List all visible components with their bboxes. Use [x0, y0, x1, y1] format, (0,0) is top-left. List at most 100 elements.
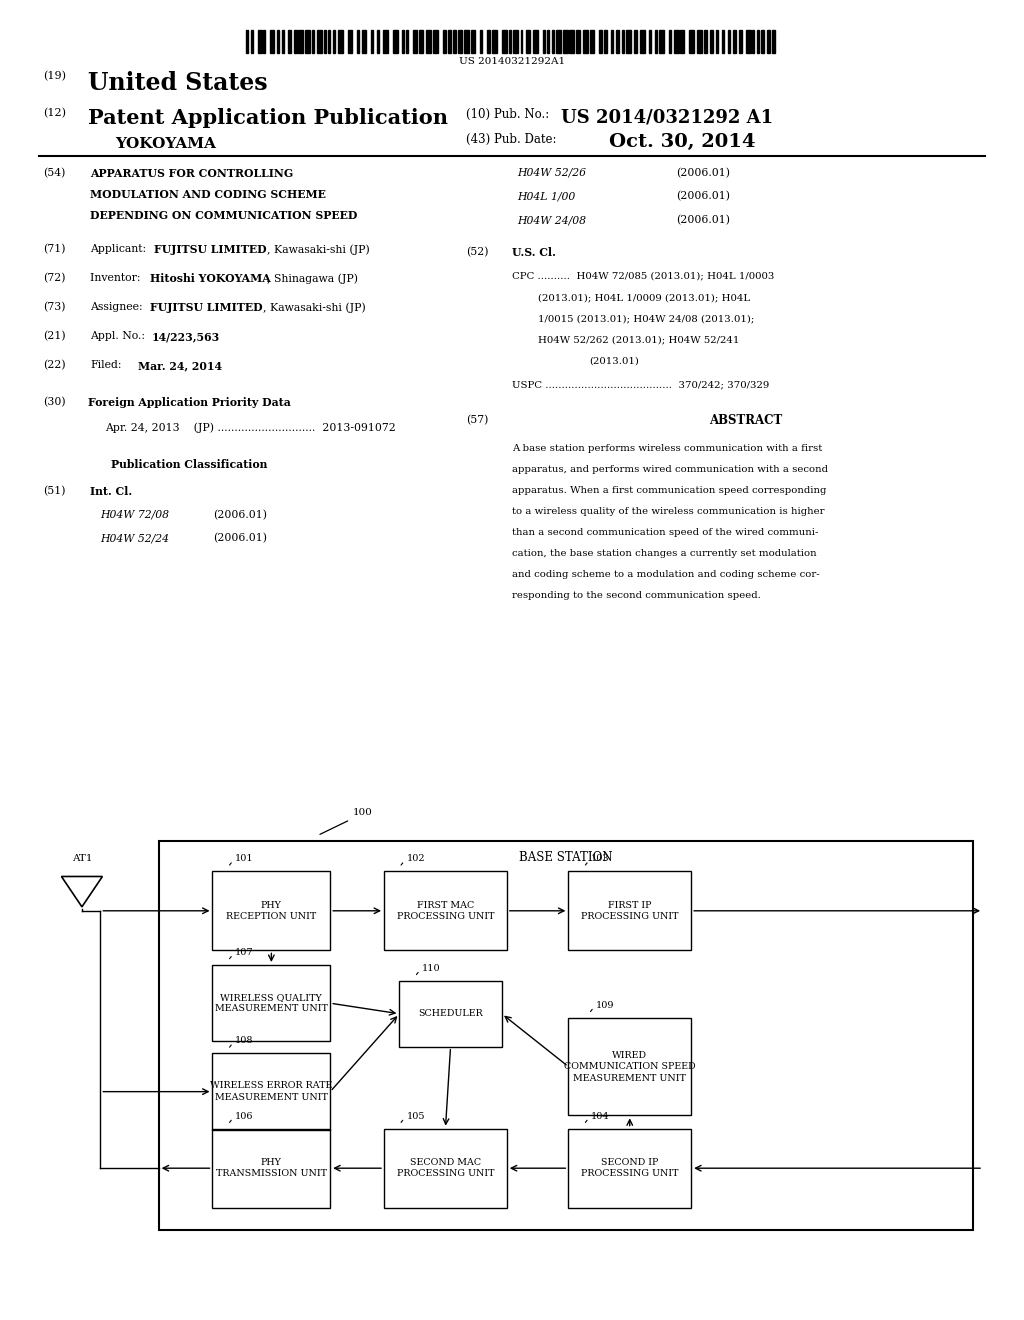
- Bar: [577, 30, 580, 53]
- Bar: [590, 30, 594, 53]
- Text: US 2014/0321292 A1: US 2014/0321292 A1: [561, 108, 773, 127]
- Bar: [328, 30, 331, 53]
- Bar: [213, 871, 330, 950]
- Text: (72): (72): [43, 273, 66, 284]
- Bar: [413, 30, 417, 53]
- Bar: [419, 30, 423, 53]
- Bar: [443, 30, 446, 53]
- Bar: [258, 30, 261, 53]
- Text: Apr. 24, 2013    (JP) .............................  2013-091072: Apr. 24, 2013 (JP) .....................…: [105, 422, 396, 433]
- Text: (22): (22): [43, 360, 66, 371]
- Text: Patent Application Publication: Patent Application Publication: [88, 108, 449, 128]
- Text: (73): (73): [43, 302, 66, 313]
- Bar: [680, 30, 684, 53]
- Text: (57): (57): [466, 414, 488, 425]
- Bar: [464, 30, 469, 53]
- Bar: [757, 30, 760, 53]
- Text: WIRELESS ERROR RATE
MEASUREMENT UNIT: WIRELESS ERROR RATE MEASUREMENT UNIT: [210, 1081, 333, 1102]
- Text: apparatus. When a first communication speed corresponding: apparatus. When a first communication sp…: [512, 486, 826, 495]
- Bar: [520, 30, 522, 53]
- Bar: [534, 30, 539, 53]
- Text: Publication Classification: Publication Classification: [112, 459, 267, 470]
- Bar: [407, 30, 409, 53]
- Bar: [384, 871, 507, 950]
- Bar: [543, 30, 545, 53]
- Bar: [722, 30, 724, 53]
- Text: (10) Pub. No.:: (10) Pub. No.:: [466, 108, 549, 121]
- Text: MODULATION AND CODING SCHEME: MODULATION AND CODING SCHEME: [90, 189, 326, 199]
- Bar: [471, 30, 475, 53]
- Bar: [670, 30, 671, 53]
- Bar: [401, 30, 403, 53]
- Bar: [362, 30, 366, 53]
- Text: AT1: AT1: [72, 854, 92, 863]
- Bar: [772, 30, 775, 53]
- Text: 103: 103: [591, 854, 609, 863]
- Bar: [384, 1129, 507, 1208]
- Text: (51): (51): [43, 486, 66, 496]
- Text: (43) Pub. Date:: (43) Pub. Date:: [466, 133, 556, 147]
- Bar: [634, 30, 637, 53]
- Text: SECOND IP
PROCESSING UNIT: SECOND IP PROCESSING UNIT: [581, 1158, 679, 1179]
- Text: cation, the base station changes a currently set modulation: cation, the base station changes a curre…: [512, 549, 816, 558]
- Bar: [298, 30, 303, 53]
- Text: H04W 72/08: H04W 72/08: [100, 510, 169, 520]
- Text: 107: 107: [236, 948, 254, 957]
- Bar: [393, 30, 398, 53]
- Text: 14/223,563: 14/223,563: [152, 331, 220, 342]
- Text: Inventor:: Inventor:: [90, 273, 147, 284]
- Bar: [493, 30, 497, 53]
- Text: (52): (52): [466, 247, 488, 257]
- Text: WIRED
COMMUNICATION SPEED
MEASUREMENT UNIT: WIRED COMMUNICATION SPEED MEASUREMENT UN…: [564, 1051, 695, 1082]
- Text: H04W 52/26: H04W 52/26: [517, 168, 586, 178]
- Text: to a wireless quality of the wireless communication is higher: to a wireless quality of the wireless co…: [512, 507, 824, 516]
- Bar: [552, 30, 554, 53]
- Text: PHY
TRANSMISSION UNIT: PHY TRANSMISSION UNIT: [216, 1158, 327, 1179]
- Text: YOKOYAMA: YOKOYAMA: [115, 137, 216, 152]
- Text: US 20140321292A1: US 20140321292A1: [459, 58, 565, 66]
- Text: responding to the second communication speed.: responding to the second communication s…: [512, 591, 761, 601]
- Bar: [568, 1129, 691, 1208]
- Text: DEPENDING ON COMMUNICATION SPEED: DEPENDING ON COMMUNICATION SPEED: [90, 210, 357, 220]
- Bar: [689, 30, 694, 53]
- Text: (2013.01); H04L 1/0009 (2013.01); H04L: (2013.01); H04L 1/0009 (2013.01); H04L: [538, 293, 750, 302]
- Bar: [568, 1018, 691, 1115]
- Text: Applicant:: Applicant:: [90, 244, 150, 255]
- Text: Oct. 30, 2014: Oct. 30, 2014: [609, 133, 756, 152]
- Bar: [767, 30, 770, 53]
- Bar: [282, 30, 285, 53]
- Bar: [547, 30, 549, 53]
- Text: (2006.01): (2006.01): [213, 510, 267, 520]
- Bar: [213, 1129, 330, 1208]
- Text: USPC .......................................  370/242; 370/329: USPC ...................................…: [512, 380, 769, 389]
- Bar: [278, 30, 280, 53]
- Bar: [384, 30, 388, 53]
- Text: APPARATUS FOR CONTROLLING: APPARATUS FOR CONTROLLING: [90, 168, 293, 178]
- Text: apparatus, and performs wired communication with a second: apparatus, and performs wired communicat…: [512, 465, 828, 474]
- Text: FIRST MAC
PROCESSING UNIT: FIRST MAC PROCESSING UNIT: [396, 900, 495, 921]
- Bar: [356, 30, 358, 53]
- Bar: [246, 30, 248, 53]
- Bar: [728, 30, 730, 53]
- Bar: [568, 871, 691, 950]
- Text: , Shinagawa (JP): , Shinagawa (JP): [267, 273, 358, 284]
- Bar: [159, 841, 973, 1230]
- Text: Mar. 24, 2014: Mar. 24, 2014: [123, 360, 222, 371]
- Bar: [213, 965, 330, 1041]
- Text: SCHEDULER: SCHEDULER: [418, 1010, 483, 1018]
- Bar: [458, 30, 462, 53]
- Text: 110: 110: [422, 964, 440, 973]
- Bar: [270, 30, 273, 53]
- Bar: [312, 30, 313, 53]
- Bar: [288, 30, 292, 53]
- Bar: [338, 30, 343, 53]
- Text: 106: 106: [236, 1111, 254, 1121]
- Text: (30): (30): [43, 397, 66, 408]
- Bar: [526, 30, 529, 53]
- Text: (12): (12): [43, 108, 66, 119]
- Text: H04L 1/00: H04L 1/00: [517, 191, 575, 202]
- Bar: [213, 1053, 330, 1130]
- Text: BASE STATION: BASE STATION: [519, 851, 612, 865]
- Text: Foreign Application Priority Data: Foreign Application Priority Data: [88, 397, 291, 408]
- Bar: [325, 30, 326, 53]
